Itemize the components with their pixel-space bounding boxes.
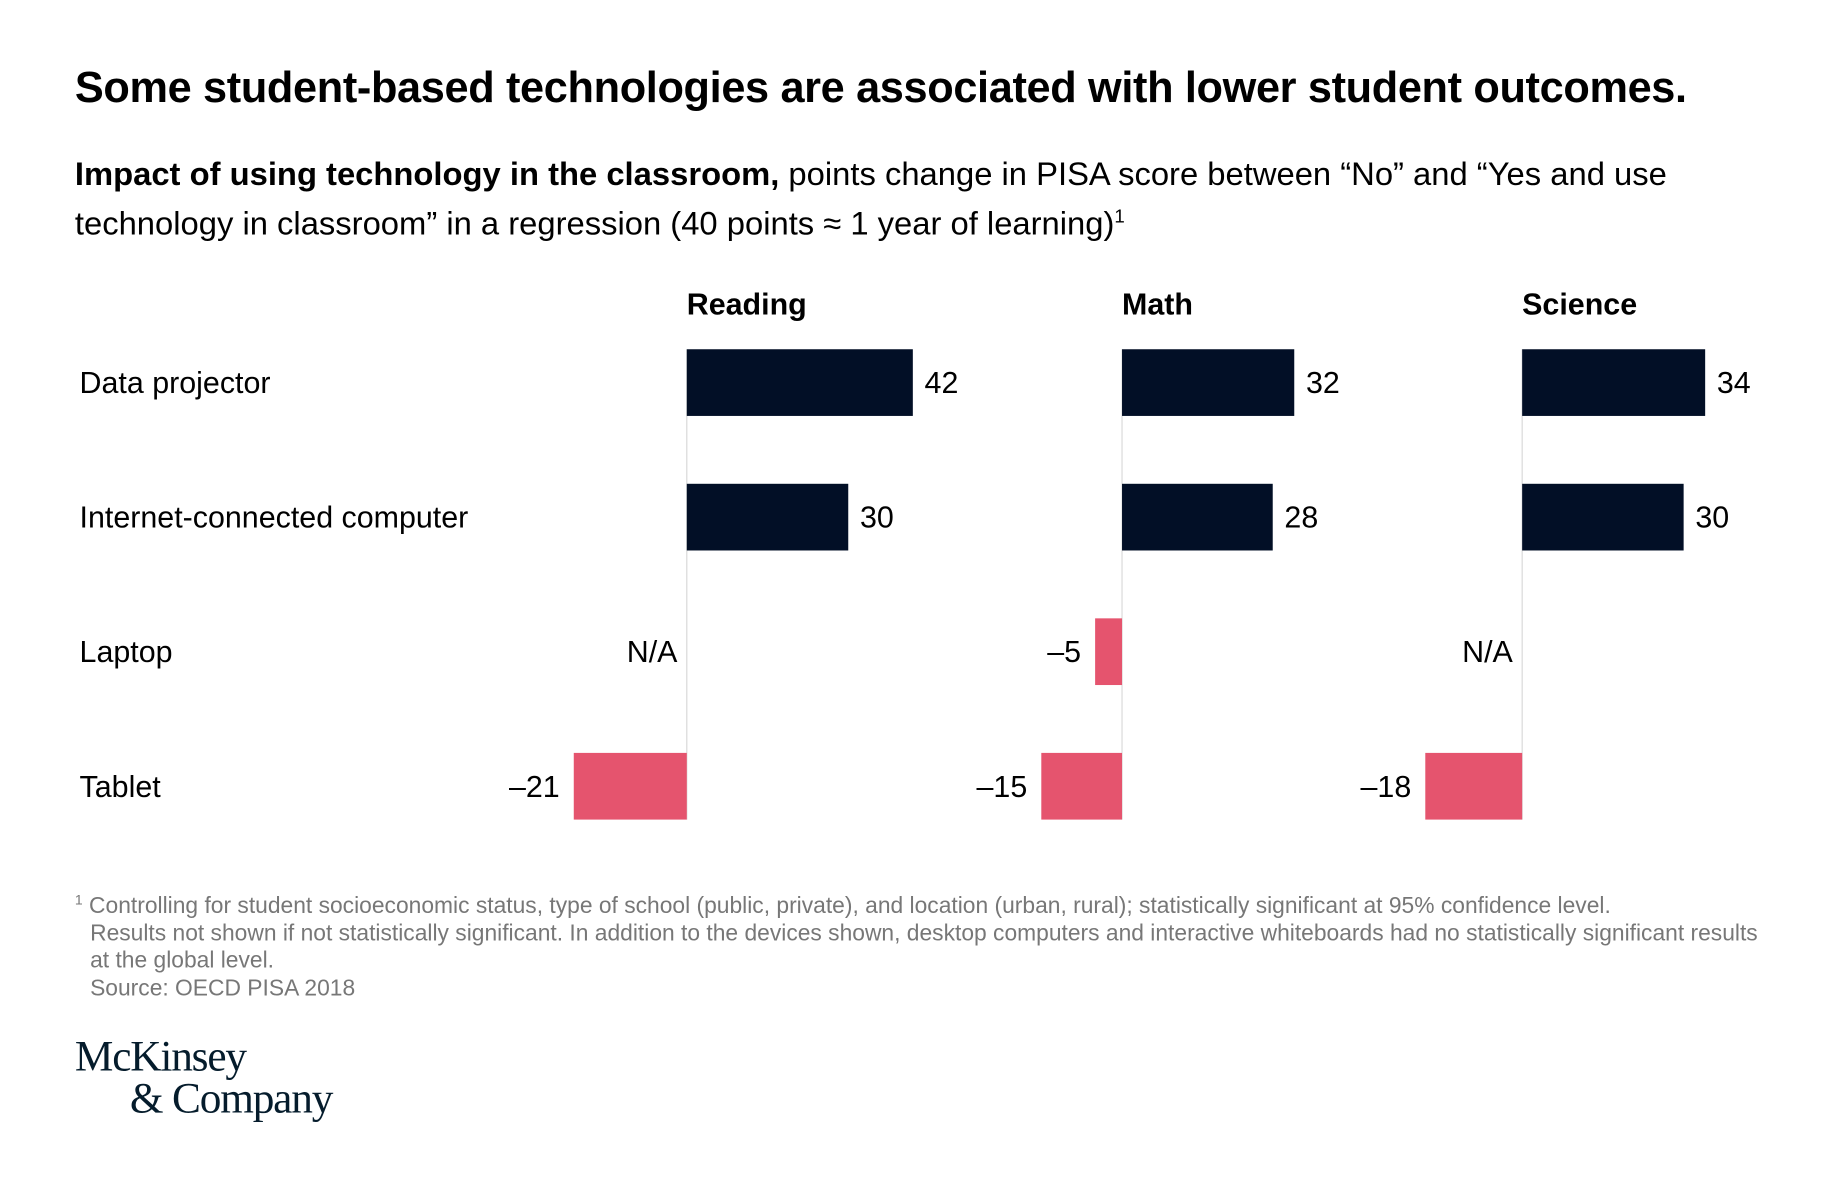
footnote-ref: 1 — [1114, 207, 1125, 227]
data-label: 30 — [1695, 501, 1729, 535]
subtitle-text: points change in PISA score between “No”… — [74, 155, 1667, 242]
data-label: 34 — [1717, 366, 1751, 400]
series-header: Math — [1122, 288, 1193, 322]
subtitle-bold: Impact of using technology in the classr… — [74, 155, 780, 192]
series-header: Reading — [687, 288, 807, 322]
data-label: –15 — [977, 770, 1028, 804]
data-label: 28 — [1284, 501, 1318, 535]
series-header: Science — [1522, 288, 1637, 322]
category-label: Tablet — [80, 770, 162, 804]
data-label: 30 — [860, 501, 894, 535]
bar — [686, 349, 913, 416]
data-label: –18 — [1361, 770, 1412, 804]
footnote-marker: 1 — [74, 891, 83, 908]
chart-title: Some student-based technologies are asso… — [74, 63, 1687, 112]
data-label: 32 — [1306, 366, 1340, 400]
data-label: –5 — [1047, 635, 1081, 669]
mckinsey-logo: McKinsey & Company — [74, 1033, 333, 1124]
bar — [1095, 618, 1123, 686]
chart-subtitle: Impact of using technology in the classr… — [75, 152, 1760, 245]
footnote-text: Controlling for student socioeconomic st… — [89, 893, 1611, 920]
data-label: –21 — [509, 770, 560, 804]
bar — [573, 752, 687, 820]
footnote-text-2: Results not shown if not statistically s… — [90, 920, 1758, 973]
bar — [1522, 483, 1684, 551]
category-label: Internet-connected computer — [80, 501, 469, 535]
logo-line2: & Company — [129, 1075, 333, 1124]
bar — [1425, 752, 1523, 820]
bar — [686, 483, 849, 551]
data-label-na: N/A — [1462, 635, 1513, 669]
bar — [1041, 752, 1123, 820]
data-label-na: N/A — [627, 635, 678, 669]
source: Source: OECD PISA 2018 — [90, 975, 356, 1002]
footnote: 1 Controlling for student socioeconomic … — [75, 887, 1771, 974]
bar — [1122, 483, 1273, 551]
category-label: Data projector — [80, 366, 271, 400]
data-label: 42 — [925, 366, 959, 400]
logo-line1: McKinsey — [74, 1033, 247, 1082]
bar — [1522, 349, 1706, 416]
bar — [1122, 349, 1295, 416]
category-label: Laptop — [80, 635, 173, 669]
bar-chart: Data projector Internet-connected compute… — [80, 288, 1751, 820]
